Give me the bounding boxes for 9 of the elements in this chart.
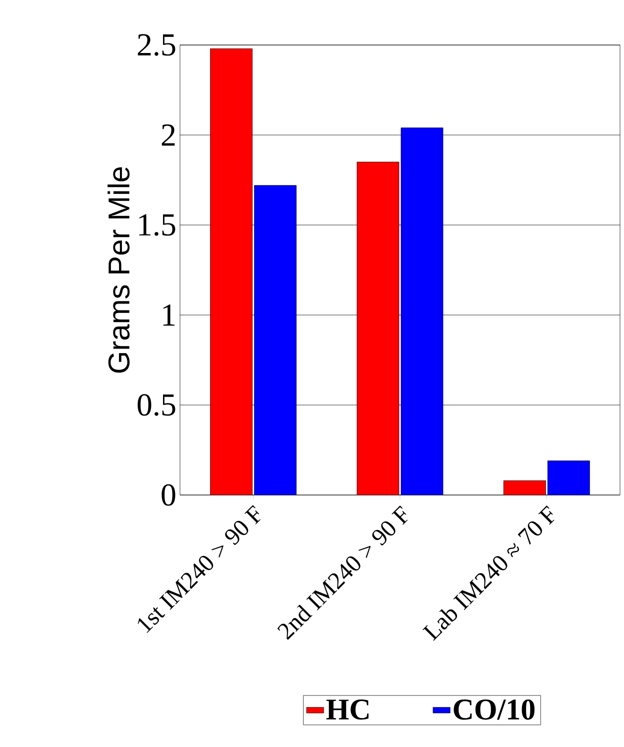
y-tick-label: 0.5 — [138, 394, 176, 416]
y-tick-label: 1.5 — [139, 214, 176, 236]
legend-label: HC — [326, 699, 369, 720]
y-tick-label: 2 — [162, 124, 175, 146]
y-axis-title: Grams Per Mile — [108, 167, 130, 373]
y-tick-label: 0 — [162, 484, 176, 506]
y-tick-label: 2.5 — [138, 34, 176, 56]
legend-label: CO/10 — [454, 699, 535, 720]
y-tick-label: 1 — [163, 304, 175, 326]
